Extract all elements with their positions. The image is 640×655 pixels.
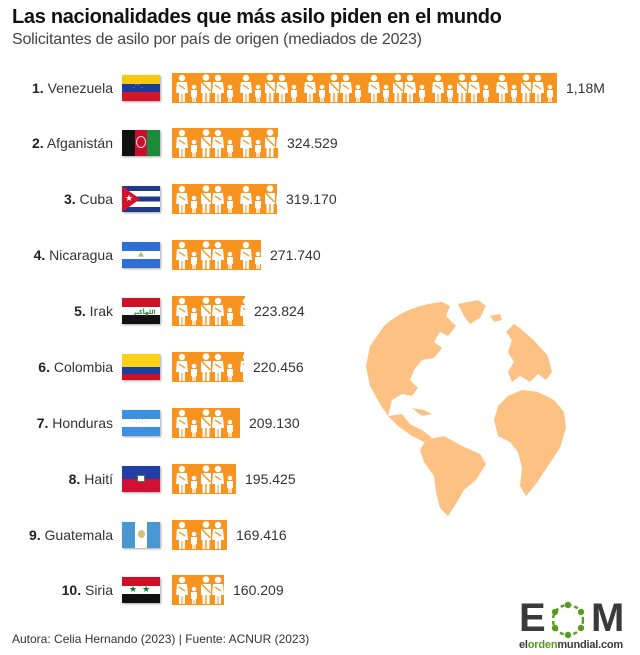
pictogram-bar [172, 128, 278, 158]
cuba-flag-icon: ★ [122, 186, 160, 212]
value-label: 209.130 [249, 415, 300, 431]
logo-letter-e: E [519, 596, 546, 640]
haiti-flag-icon [122, 466, 160, 492]
chart-subtitle: Solicitantes de asilo por país de origen… [12, 31, 422, 48]
pictogram-bar [172, 240, 261, 270]
honduras-flag-icon: ·:·:· [122, 410, 160, 436]
chart-row: 1. Venezuela ·˙˙˙· [0, 73, 640, 103]
value-label: 223.824 [254, 303, 305, 319]
country-label: 6. Colombia [38, 359, 113, 375]
chart-row: 7. Honduras ·:·:· 209.130 [0, 408, 640, 438]
value-label: 324.529 [287, 135, 338, 151]
colombia-flag-icon [122, 354, 160, 380]
pictogram-bar [172, 352, 244, 382]
chart-row: 9. Guatemala 169.416 [0, 520, 640, 550]
value-label: 271.740 [270, 247, 321, 263]
pictogram-bar [172, 296, 245, 326]
chart-row: 4. Nicaragua 271.740 [0, 240, 640, 270]
value-label: 319.170 [286, 191, 337, 207]
chart-row: 8. Haití 195.425 [0, 464, 640, 494]
value-label: 1,18M [566, 80, 605, 96]
value-label: 220.456 [253, 359, 304, 375]
country-label: 8. Haití [68, 471, 113, 487]
logo-url: elordenmundial.com [519, 639, 623, 651]
pictogram-bar [172, 73, 557, 103]
country-label: 2. Afganistán [32, 135, 113, 151]
chart-row: 2. Afganistán 324.529 [0, 128, 640, 158]
logo-letter-m: M [591, 596, 624, 640]
country-label: 9. Guatemala [28, 527, 113, 543]
syria-flag-icon: ★★ [122, 577, 160, 603]
eom-logo[interactable]: E M elordenmundial.com [517, 598, 635, 652]
pictogram-bar [172, 575, 224, 605]
guatemala-flag-icon [122, 522, 160, 548]
chart-row: 3. Cuba ★ 319.170 [0, 184, 640, 214]
country-label: 5. Irak [74, 303, 113, 319]
chart-row: 10. Siria ★★ 160.209 [0, 575, 640, 605]
pictogram-bar [172, 408, 240, 438]
logo-ring-icon [551, 601, 585, 639]
country-label: 10. Siria [61, 582, 113, 598]
country-label: 3. Cuba [63, 191, 113, 207]
country-label: 7. Honduras [36, 415, 113, 431]
chart-row: 6. Colombia 220.456 [0, 352, 640, 382]
value-label: 160.209 [233, 582, 284, 598]
nicaragua-flag-icon [122, 242, 160, 268]
country-label: 4. Nicaragua [33, 247, 113, 263]
pictogram-bar [172, 520, 227, 550]
source-credit: Autora: Celia Hernando (2023) | Fuente: … [12, 632, 310, 646]
chart-row: 5. Irak اللهأكبر 223.824 [0, 296, 640, 326]
country-label: 1. Venezuela [32, 80, 113, 96]
pictogram-bar [172, 184, 277, 214]
pictogram-bar [172, 464, 236, 494]
venezuela-flag-icon: ·˙˙˙· [122, 75, 160, 101]
globe-illustration [366, 300, 566, 516]
afghanistan-flag-icon [122, 130, 160, 156]
value-label: 169.416 [236, 527, 287, 543]
iraq-flag-icon: اللهأكبر [122, 298, 160, 324]
chart-title: Las nacionalidades que más asilo piden e… [12, 6, 502, 28]
value-label: 195.425 [245, 471, 296, 487]
